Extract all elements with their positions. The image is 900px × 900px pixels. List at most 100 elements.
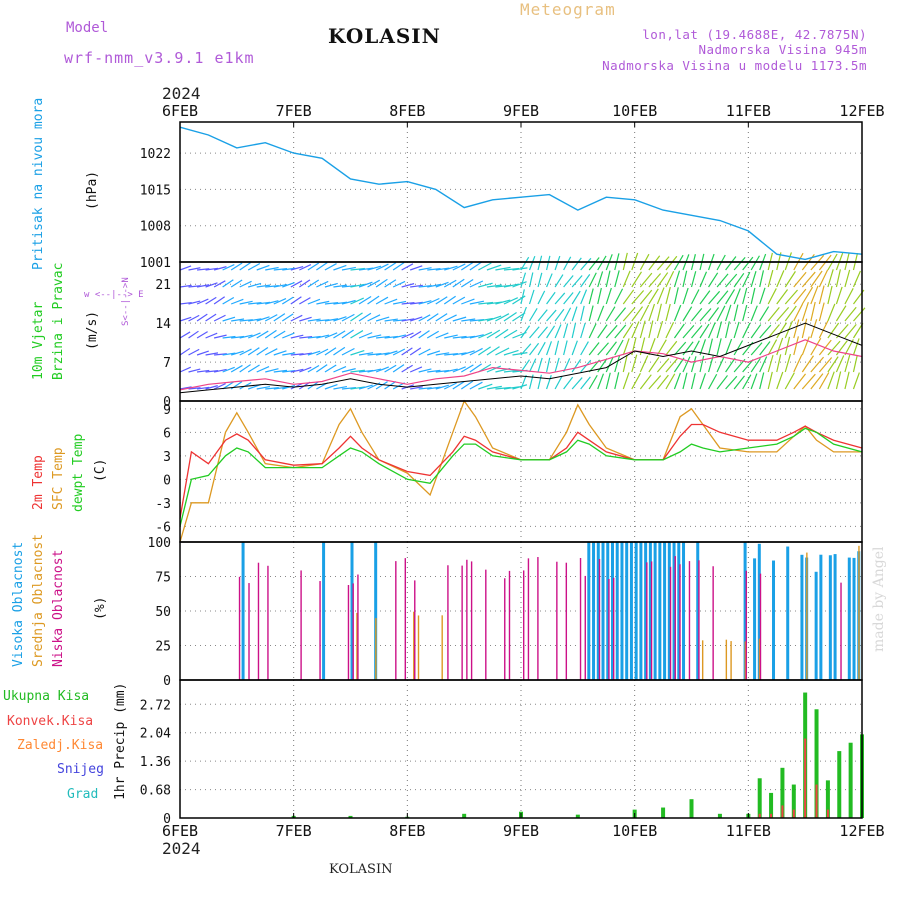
wind-barb: [460, 261, 474, 271]
wind-barb: [247, 364, 260, 373]
cloud-bar: [852, 557, 856, 680]
wind-barb: [350, 267, 365, 271]
wind-barb: [614, 288, 624, 305]
precip-total-bar: [825, 780, 830, 818]
cloud-bar: [322, 542, 326, 680]
wind-barb: [307, 364, 320, 373]
wind-barb: [537, 357, 543, 373]
x-tick-bottom: 7FEB: [276, 822, 312, 840]
wind-barb: [222, 316, 236, 322]
wind-barb: [665, 321, 675, 339]
wind-barb: [409, 265, 423, 271]
cloud-bar: [610, 542, 614, 680]
cloud-bar: [667, 542, 671, 680]
meteogram-title: Meteogram: [520, 0, 616, 19]
wind-barb: [656, 272, 669, 288]
cloud-bar: [615, 542, 619, 680]
wind-barb: [375, 366, 390, 373]
cloud-bar: [759, 573, 762, 680]
wind-barb: [401, 364, 413, 373]
wind-barb: [392, 262, 405, 271]
cloud-bar: [758, 638, 761, 680]
wind-barb: [188, 314, 200, 322]
wind-barb: [563, 376, 574, 390]
wind-barb: [418, 285, 432, 288]
wind-barb: [699, 290, 711, 305]
station-title: KOLASIN: [328, 24, 441, 48]
temp-ytick: 9: [163, 403, 171, 418]
wind-barb: [827, 269, 834, 288]
wind-barb: [299, 297, 311, 305]
wind-barb: [341, 368, 356, 373]
wind-barb: [486, 264, 502, 271]
wind-barb: [307, 298, 321, 305]
wind-barb: [384, 318, 398, 322]
wind-barb: [495, 299, 511, 305]
wind-barb: [801, 336, 810, 356]
cloud-bar: [772, 560, 776, 680]
cloud-bar: [374, 542, 378, 680]
wind-barb: [835, 371, 842, 390]
wind-barb: [563, 340, 568, 356]
wind-barb: [631, 306, 644, 322]
wind-barb: [478, 331, 493, 339]
cloud-bar: [712, 566, 714, 680]
wind-barb: [341, 347, 355, 356]
wind-barb: [341, 284, 357, 288]
wind-barb: [418, 267, 432, 271]
wind-barb: [580, 376, 591, 390]
wind-barb: [443, 279, 457, 288]
temp-ytick: -3: [155, 497, 171, 512]
wind-barb: [324, 384, 338, 390]
cloud-label-high: Visoka Oblacnost: [11, 542, 26, 667]
wind-barb: [571, 323, 577, 339]
cloud-ytick: 0: [163, 674, 171, 689]
precip-conv-bar: [826, 809, 829, 818]
wind-barb: [435, 332, 449, 339]
cloud-bar: [238, 576, 241, 680]
wind-barb: [239, 300, 253, 305]
wind-barb: [324, 332, 338, 339]
wind-barb: [375, 316, 390, 322]
wind-barb: [435, 384, 449, 390]
wind-barb: [648, 273, 662, 288]
wind-barb: [486, 346, 500, 356]
wind-barb: [733, 288, 741, 305]
cloud-bar: [653, 542, 657, 680]
wind-barb: [690, 289, 700, 305]
wind-barb: [214, 353, 227, 356]
wind-barb: [759, 341, 771, 356]
wind-barb: [427, 268, 441, 271]
cloud-bar: [814, 571, 818, 680]
wind-barb: [725, 256, 737, 271]
wind-barb: [358, 312, 372, 322]
pressure-ytick: 1008: [140, 220, 171, 235]
wind-barb: [733, 304, 739, 322]
wind-barb: [205, 296, 217, 305]
wind-barb: [784, 353, 792, 373]
wind-barb: [759, 324, 772, 339]
cloud-bar: [730, 641, 732, 680]
wind-barb: [478, 301, 494, 305]
wind-barb: [179, 284, 192, 288]
wind-barb: [239, 364, 251, 373]
wind-barb: [350, 369, 365, 373]
wind-barb: [759, 372, 765, 390]
wind-barb: [716, 321, 723, 339]
wind-barb: [290, 353, 304, 356]
cloud-bar: [634, 542, 638, 680]
wind-barb: [333, 316, 347, 322]
wind-barb: [401, 318, 415, 322]
wind-barb: [682, 306, 693, 322]
wind-barb: [213, 382, 226, 390]
cloud-label-mid: Srednja Oblacnost: [31, 534, 46, 667]
wind-barb: [597, 358, 608, 373]
cloud-bar: [461, 565, 463, 680]
wind-barb: [818, 302, 825, 322]
wind-barb: [853, 307, 866, 322]
wind-barb: [537, 290, 546, 305]
wind-barb: [512, 295, 526, 305]
precip-labels: Ukupna Kisa Konvek.Kisa Zaledj.Kisa Snij…: [3, 683, 128, 802]
wind-barb: [605, 372, 611, 390]
precip-total-bar: [689, 799, 694, 818]
